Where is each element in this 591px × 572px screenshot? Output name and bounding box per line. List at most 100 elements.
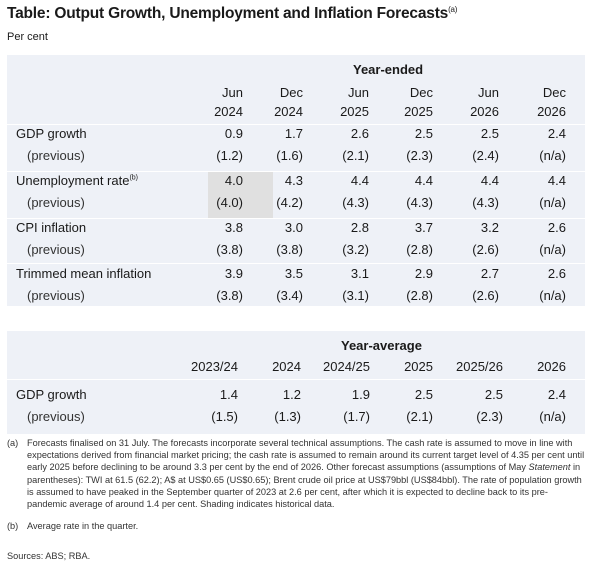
footnote-mark: (b) [7, 521, 19, 532]
previous-value: (1.6) [276, 148, 303, 163]
forecast-value: 4.4 [350, 173, 369, 188]
column-header: Jun 2025 [340, 85, 369, 119]
forecast-value: 0.9 [224, 126, 243, 141]
previous-value: (2.3) [406, 148, 433, 163]
previous-value: (2.1) [342, 148, 369, 163]
previous-value: (1.7) [343, 409, 370, 424]
previous-value: (4.2) [276, 195, 303, 210]
column-header: Dec 2026 [537, 85, 566, 119]
forecast-value: 2.6 [547, 266, 566, 281]
column-header: 2025/26 [456, 359, 503, 374]
forecast-value: 1.2 [282, 387, 301, 402]
forecast-value: 2.8 [350, 220, 369, 235]
forecast-value: 2.6 [547, 220, 566, 235]
year-average-table: Year-average 2023/24 2024 2024/25 2025 2025/… [7, 331, 585, 434]
column-header: 2024/25 [323, 359, 370, 374]
forecast-value: 3.1 [350, 266, 369, 281]
units-label: Per cent [7, 31, 48, 43]
previous-value: (3.2) [342, 242, 369, 257]
forecast-value: 4.0 [224, 173, 243, 188]
row-label: Trimmed mean inflation [16, 266, 152, 281]
previous-value: (4.3) [472, 195, 499, 210]
column-header: Jun 2024 [214, 85, 243, 119]
previous-value: (2.8) [406, 288, 433, 303]
footnote-b: (b) Average rate in the quarter. [7, 521, 139, 532]
forecast-value: 1.4 [219, 387, 238, 402]
column-header: Jun 2026 [470, 85, 499, 119]
forecast-value: 3.0 [284, 220, 303, 235]
forecast-value: 2.5 [484, 387, 503, 402]
table-title: Table: Output Growth, Unemployment and I… [7, 5, 458, 23]
column-header: 2025 [404, 359, 433, 374]
previous-value: (n/a) [539, 242, 566, 257]
year-ended-header: Year-ended [353, 62, 424, 77]
forecast-value: 2.6 [350, 126, 369, 141]
forecast-value: 3.2 [480, 220, 499, 235]
row-divider [7, 171, 585, 172]
column-header: Dec 2024 [274, 85, 303, 119]
historical-shading [208, 171, 273, 218]
forecast-value: 3.9 [224, 266, 243, 281]
forecast-value: 2.5 [414, 387, 433, 402]
previous-value: (2.1) [406, 409, 433, 424]
label-footnote-mark: (b) [129, 174, 139, 182]
column-header: 2026 [537, 359, 566, 374]
year-average-header: Year-average [341, 338, 422, 353]
previous-label: (previous) [27, 242, 85, 257]
previous-label: (previous) [27, 148, 85, 163]
row-label: GDP growth [16, 387, 87, 402]
footnotes: (a) Forecasts finalised on 31 July. The … [7, 437, 585, 532]
previous-value: (4.3) [406, 195, 433, 210]
row-label: GDP growth [16, 126, 87, 141]
row-divider [7, 379, 585, 380]
forecast-value: 2.5 [480, 126, 499, 141]
column-header: 2024 [272, 359, 301, 374]
forecast-value: 4.4 [480, 173, 499, 188]
previous-value: (1.3) [274, 409, 301, 424]
forecast-value: 3.8 [224, 220, 243, 235]
forecast-value: 3.7 [414, 220, 433, 235]
previous-label: (previous) [27, 409, 85, 424]
row-divider [7, 263, 585, 264]
forecast-value: 2.9 [414, 266, 433, 281]
previous-value: (2.8) [406, 242, 433, 257]
sources-line: Sources: ABS; RBA. [7, 551, 91, 561]
previous-value: (2.6) [472, 288, 499, 303]
previous-value: (n/a) [539, 148, 566, 163]
forecast-value: 4.4 [547, 173, 566, 188]
previous-value: (n/a) [539, 409, 566, 424]
title-footnote-mark: (a) [448, 5, 458, 14]
row-label: Unemployment rate(b) [16, 173, 139, 188]
footnote-mark: (a) [7, 438, 19, 448]
previous-value: (n/a) [539, 288, 566, 303]
column-header: Dec 2025 [404, 85, 433, 119]
previous-value: (2.3) [476, 409, 503, 424]
forecast-value: 2.7 [480, 266, 499, 281]
previous-value: (4.3) [342, 195, 369, 210]
previous-value: (3.8) [216, 288, 243, 303]
previous-value: (1.2) [216, 148, 243, 163]
column-header: 2023/24 [191, 359, 238, 374]
previous-value: (3.4) [276, 288, 303, 303]
previous-label: (previous) [27, 288, 85, 303]
forecast-value: 2.4 [547, 126, 566, 141]
previous-value: (2.4) [472, 148, 499, 163]
year-ended-table: Year-ended Jun 2024 Dec 2024 Jun 2025 Dec 20… [7, 55, 585, 306]
forecast-value: 1.7 [284, 126, 303, 141]
previous-value: (3.1) [342, 288, 369, 303]
row-divider [7, 218, 585, 219]
row-divider [7, 124, 585, 125]
row-label: CPI inflation [16, 220, 87, 235]
previous-value: (1.5) [211, 409, 238, 424]
forecast-value: 2.5 [414, 126, 433, 141]
previous-label: (previous) [27, 195, 85, 210]
forecast-value: 1.9 [351, 387, 370, 402]
forecast-value: 4.3 [284, 173, 303, 188]
previous-value: (3.8) [216, 242, 243, 257]
previous-value: (4.0) [216, 195, 243, 210]
previous-value: (n/a) [539, 195, 566, 210]
previous-value: (3.8) [276, 242, 303, 257]
forecast-value: 3.5 [284, 266, 303, 281]
forecast-value: 4.4 [414, 173, 433, 188]
footnote-a: (a) Forecasts finalised on 31 July. The … [7, 438, 585, 510]
